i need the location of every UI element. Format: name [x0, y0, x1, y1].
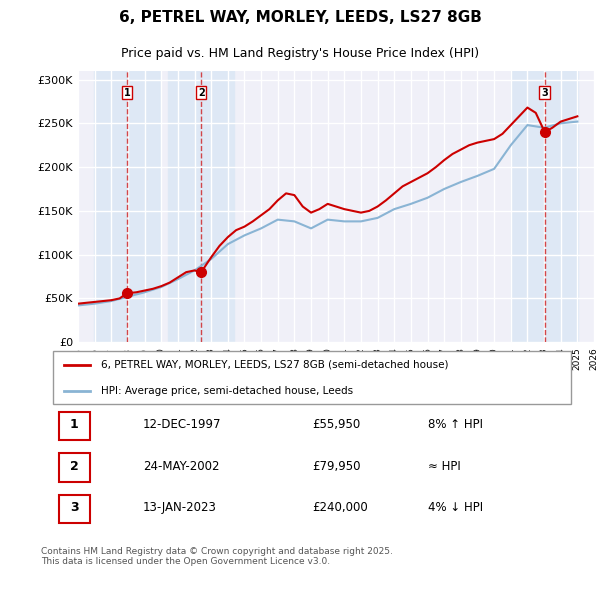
FancyBboxPatch shape — [59, 494, 90, 523]
Text: 2: 2 — [198, 87, 205, 97]
FancyBboxPatch shape — [59, 453, 90, 481]
Text: 2: 2 — [70, 460, 79, 473]
Bar — [94, 71, 160, 342]
Text: HPI: Average price, semi-detached house, Leeds: HPI: Average price, semi-detached house,… — [101, 386, 353, 395]
Text: 24-MAY-2002: 24-MAY-2002 — [143, 460, 220, 473]
Bar — [511, 71, 578, 342]
Text: 3: 3 — [70, 501, 79, 514]
Bar — [168, 71, 235, 342]
Text: 1: 1 — [70, 418, 79, 431]
Text: £79,950: £79,950 — [312, 460, 361, 473]
FancyBboxPatch shape — [53, 351, 571, 404]
Text: 6, PETREL WAY, MORLEY, LEEDS, LS27 8GB: 6, PETREL WAY, MORLEY, LEEDS, LS27 8GB — [119, 10, 481, 25]
Text: 3: 3 — [541, 87, 548, 97]
Text: 4% ↓ HPI: 4% ↓ HPI — [428, 501, 483, 514]
Text: 13-JAN-2023: 13-JAN-2023 — [143, 501, 217, 514]
Text: Price paid vs. HM Land Registry's House Price Index (HPI): Price paid vs. HM Land Registry's House … — [121, 47, 479, 60]
Text: 12-DEC-1997: 12-DEC-1997 — [143, 418, 221, 431]
Text: 6, PETREL WAY, MORLEY, LEEDS, LS27 8GB (semi-detached house): 6, PETREL WAY, MORLEY, LEEDS, LS27 8GB (… — [101, 360, 448, 369]
Text: £240,000: £240,000 — [312, 501, 368, 514]
Text: Contains HM Land Registry data © Crown copyright and database right 2025.
This d: Contains HM Land Registry data © Crown c… — [41, 547, 393, 566]
Text: ≈ HPI: ≈ HPI — [428, 460, 461, 473]
FancyBboxPatch shape — [59, 412, 90, 440]
Text: 1: 1 — [124, 87, 130, 97]
Text: 8% ↑ HPI: 8% ↑ HPI — [428, 418, 483, 431]
Text: £55,950: £55,950 — [312, 418, 360, 431]
